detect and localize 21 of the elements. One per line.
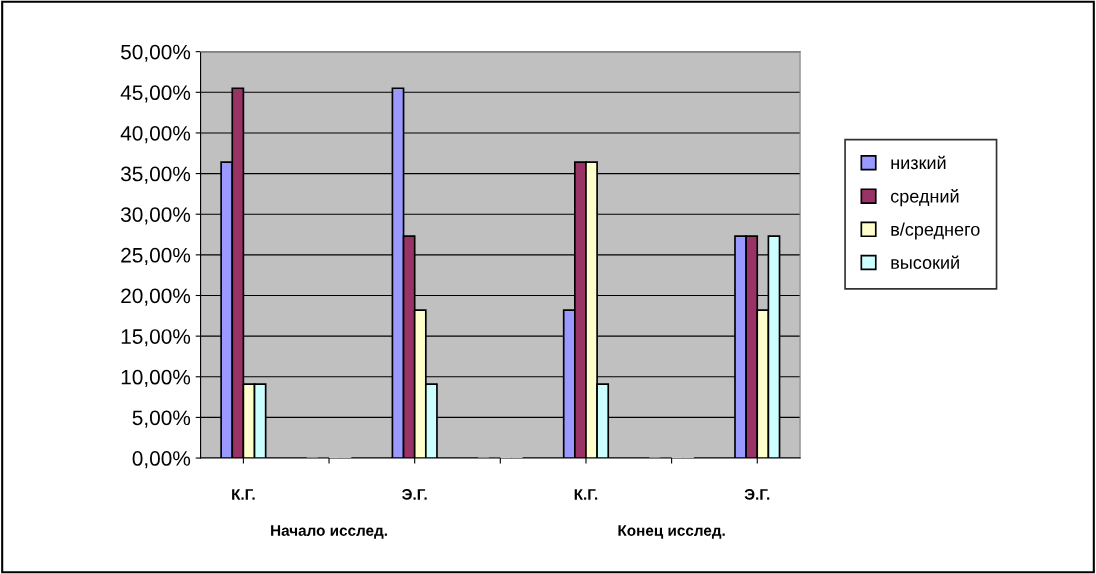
x-tick-label: Э.Г. (744, 489, 770, 500)
x-tick-label: К.Г. (232, 489, 255, 500)
y-tick-label: 15,00% (121, 329, 191, 347)
y-tick-label: 30,00% (120, 207, 191, 225)
x-tick-label: К.Г. (574, 489, 598, 500)
y-tick-label: 25,00% (121, 247, 191, 266)
legend-label: высокий (891, 255, 959, 269)
y-tick-label: 10,00% (121, 369, 191, 387)
y-tick-label: 45,00% (120, 85, 191, 103)
text: Конец исслед. (618, 525, 725, 539)
y-tick-label: 35,00% (120, 166, 191, 184)
legend-label: средний (890, 189, 959, 207)
y-tick-label: 5,00% (132, 410, 191, 428)
legend-label: в/среднего (891, 222, 980, 240)
y-tick-label: 50,00% (121, 44, 191, 62)
y-tick-label: 40,00% (120, 125, 191, 144)
text: Начало исслед. (271, 525, 387, 539)
legend-label: низкий (891, 155, 946, 170)
x-tick-label: Э.Г. (402, 489, 427, 500)
y-tick-label: 0,00% (132, 451, 191, 469)
y-tick-label: 20,00% (121, 288, 191, 306)
